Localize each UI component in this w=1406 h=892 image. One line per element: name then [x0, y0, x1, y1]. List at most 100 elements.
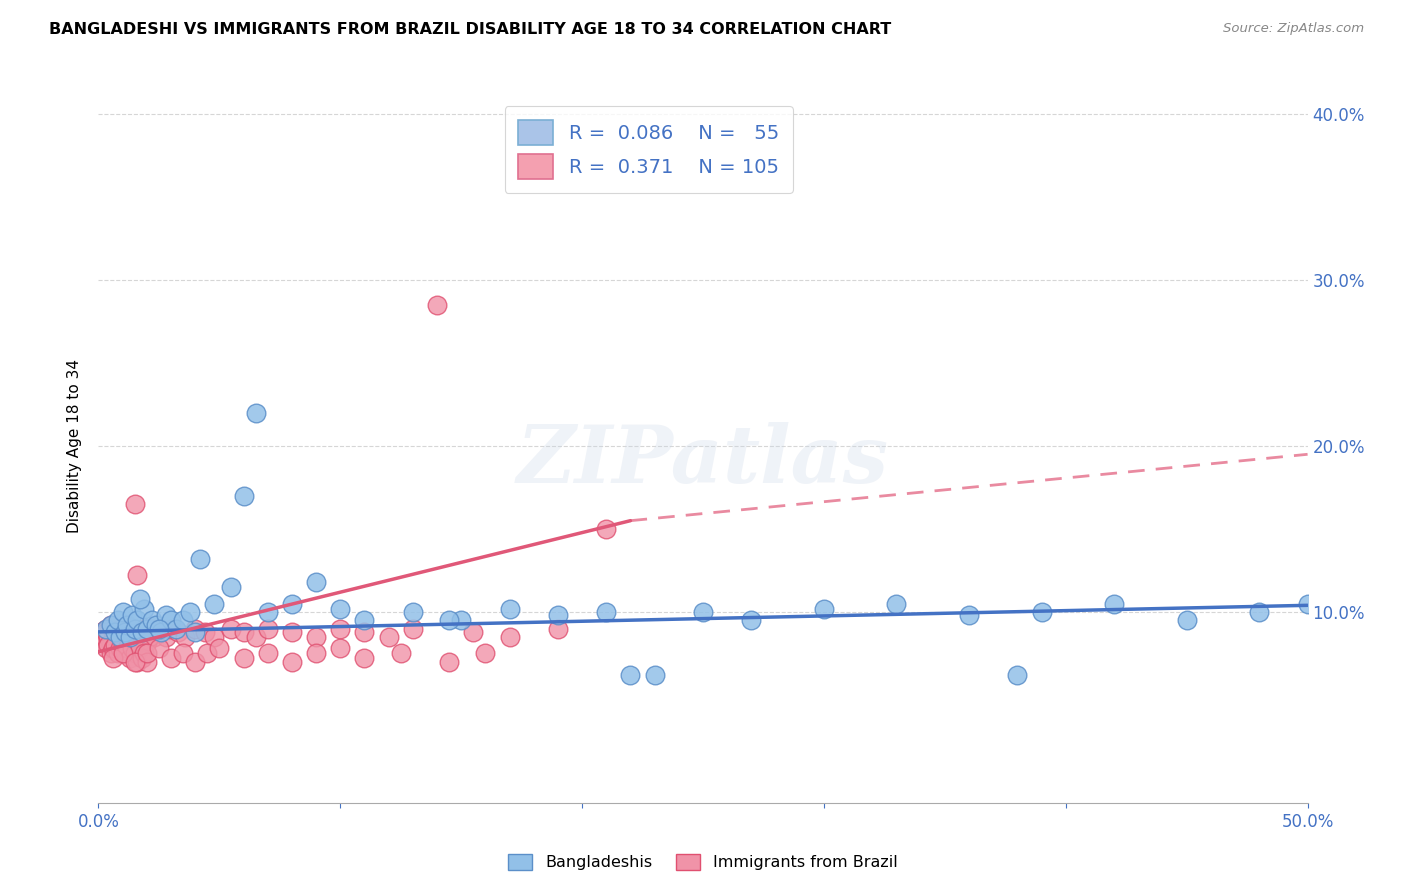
Point: [114, 647, 136, 661]
Point: [188, 552, 211, 566]
Point: [101, 630, 124, 644]
Point: [377, 630, 399, 644]
Point: [108, 622, 131, 636]
Point: [204, 597, 226, 611]
Legend: Bangladeshis, Immigrants from Brazil: Bangladeshis, Immigrants from Brazil: [502, 847, 904, 877]
Point: [353, 613, 375, 627]
Point: [104, 638, 127, 652]
Point: [353, 624, 375, 639]
Point: [100, 618, 122, 632]
Point: [740, 613, 762, 627]
Point: [90, 624, 112, 639]
Point: [97, 638, 120, 652]
Point: [131, 651, 153, 665]
Point: [101, 651, 124, 665]
Point: [619, 668, 641, 682]
Point: [111, 638, 134, 652]
Point: [957, 608, 980, 623]
Point: [118, 651, 141, 665]
Point: [232, 489, 254, 503]
Point: [117, 618, 139, 632]
Point: [121, 630, 143, 644]
Point: [692, 605, 714, 619]
Point: [135, 655, 157, 669]
Point: [281, 597, 304, 611]
Point: [208, 641, 231, 656]
Point: [256, 647, 278, 661]
Point: [145, 618, 167, 632]
Point: [114, 624, 136, 639]
Point: [91, 635, 114, 649]
Point: [131, 624, 153, 639]
Point: [117, 635, 139, 649]
Point: [134, 622, 156, 636]
Point: [121, 608, 143, 623]
Point: [498, 630, 520, 644]
Point: [127, 624, 149, 639]
Point: [127, 655, 149, 669]
Point: [124, 638, 146, 652]
Point: [1007, 668, 1029, 682]
Point: [94, 624, 117, 639]
Point: [813, 601, 835, 615]
Point: [165, 622, 187, 636]
Point: [104, 635, 127, 649]
Point: [131, 630, 153, 644]
Point: [148, 641, 170, 656]
Point: [155, 630, 177, 644]
Point: [127, 568, 149, 582]
Point: [547, 622, 569, 636]
Text: BANGLADESHI VS IMMIGRANTS FROM BRAZIL DISABILITY AGE 18 TO 34 CORRELATION CHART: BANGLADESHI VS IMMIGRANTS FROM BRAZIL DI…: [49, 22, 891, 37]
Point: [134, 647, 156, 661]
Point: [107, 630, 129, 644]
Point: [101, 641, 124, 656]
Point: [281, 655, 304, 669]
Point: [118, 630, 141, 644]
Point: [100, 618, 122, 632]
Point: [281, 624, 304, 639]
Point: [114, 630, 136, 644]
Point: [141, 622, 163, 636]
Point: [437, 655, 460, 669]
Point: [167, 624, 190, 639]
Point: [148, 622, 170, 636]
Point: [121, 641, 143, 656]
Point: [204, 630, 226, 644]
Point: [124, 497, 146, 511]
Point: [305, 630, 328, 644]
Point: [138, 630, 160, 644]
Point: [450, 613, 472, 627]
Point: [160, 613, 183, 627]
Point: [160, 622, 183, 636]
Point: [118, 622, 141, 636]
Point: [184, 622, 207, 636]
Point: [107, 613, 129, 627]
Point: [547, 608, 569, 623]
Point: [107, 635, 129, 649]
Point: [101, 624, 124, 639]
Point: [148, 622, 170, 636]
Point: [389, 647, 412, 661]
Point: [118, 624, 141, 639]
Point: [128, 641, 150, 656]
Point: [97, 630, 120, 644]
Point: [104, 624, 127, 639]
Legend: R =  0.086    N =   55, R =  0.371    N = 105: R = 0.086 N = 55, R = 0.371 N = 105: [505, 106, 793, 193]
Y-axis label: Disability Age 18 to 34: Disability Age 18 to 34: [67, 359, 83, 533]
Point: [124, 647, 146, 661]
Point: [305, 647, 328, 661]
Point: [179, 605, 201, 619]
Point: [135, 635, 157, 649]
Point: [100, 647, 122, 661]
Point: [145, 624, 167, 639]
Point: [463, 624, 485, 639]
Point: [94, 641, 117, 656]
Point: [143, 630, 166, 644]
Point: [221, 622, 243, 636]
Point: [426, 298, 449, 312]
Point: [104, 624, 127, 639]
Point: [155, 608, 177, 623]
Point: [111, 628, 134, 642]
Point: [108, 624, 131, 639]
Point: [121, 630, 143, 644]
